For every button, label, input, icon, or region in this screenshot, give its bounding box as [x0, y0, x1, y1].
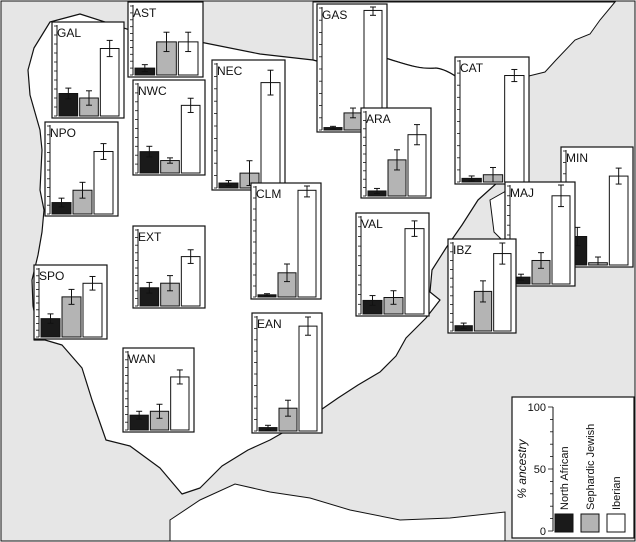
region-panel-ibz: IBZ	[447, 238, 517, 334]
region-panel-ast: AST	[127, 1, 204, 78]
region-label: ARA	[366, 112, 391, 126]
region-label: WAN	[128, 352, 156, 366]
region-panel-nec: NEC	[211, 59, 286, 191]
iberian-bar	[180, 104, 201, 174]
region-label: CLM	[256, 187, 281, 201]
region-panel-clm: CLM	[250, 182, 322, 300]
region-panel-gal: GAL	[51, 21, 125, 119]
region-label: NEC	[217, 64, 243, 78]
legend-tick-label: 50	[534, 464, 546, 476]
iberian-bar	[82, 282, 103, 338]
region-label: NPO	[50, 126, 76, 140]
region-label: VAL	[361, 217, 383, 231]
iberian-bar	[551, 195, 571, 285]
legend-y-axis-label: % ancestry	[515, 438, 529, 498]
region-panel-spo: SPO	[33, 264, 108, 340]
iberian-bar	[297, 189, 317, 298]
region-label: MIN	[566, 151, 588, 165]
region-label: GAS	[322, 8, 347, 22]
region-label: IBZ	[453, 243, 472, 257]
north-african-swatch	[554, 513, 574, 533]
region-label: EAN	[257, 317, 282, 331]
region-label: MAJ	[510, 186, 534, 200]
region-label: GAL	[57, 26, 81, 40]
legend-tick-label: 0	[540, 526, 546, 538]
iberian-bar	[93, 151, 114, 215]
iberian-bar	[99, 48, 120, 117]
legend-series-label: Iberian	[611, 476, 623, 510]
region-panel-cat: CAT	[454, 56, 530, 185]
iberian-bar	[608, 175, 629, 266]
region-panels: GAL AST GAS NWC NEC CAT NPO ARA MIN CLM MAJ EXT VAL S…	[33, 1, 634, 434]
iberian-swatch	[606, 513, 626, 533]
region-panel-ean: EAN	[251, 312, 323, 434]
region-label: NWC	[138, 84, 167, 98]
north-africa-landmass	[169, 483, 506, 542]
region-panel-npo: NPO	[44, 121, 119, 217]
region-label: AST	[133, 6, 157, 20]
region-label: EXT	[138, 230, 162, 244]
iberian-bar	[260, 82, 281, 189]
legend: 0 50 100 % ancestry North African Sephardic J…	[511, 396, 635, 539]
iberian-bar	[170, 376, 190, 431]
region-label: SPO	[39, 269, 64, 283]
legend-tick-label: 100	[528, 402, 546, 414]
region-panel-ext: EXT	[132, 225, 206, 309]
iberian-bar	[404, 228, 425, 315]
region-panel-maj: MAJ	[504, 181, 576, 287]
iberian-bar	[493, 253, 512, 332]
legend-series-label: North African	[559, 446, 571, 510]
region-panel-nwc: NWC	[132, 79, 206, 176]
region-panel-val: VAL	[355, 212, 430, 317]
sephardic-jewish-swatch	[580, 513, 600, 533]
region-panel-wan: WAN	[122, 347, 195, 433]
region-label: CAT	[460, 61, 484, 75]
legend-series-label: Sephardic Jewish	[585, 424, 597, 510]
iberian-bar	[298, 325, 318, 432]
region-panel-ara: ARA	[360, 107, 432, 199]
iberian-bar	[180, 256, 201, 307]
iberian-bar	[504, 75, 525, 183]
